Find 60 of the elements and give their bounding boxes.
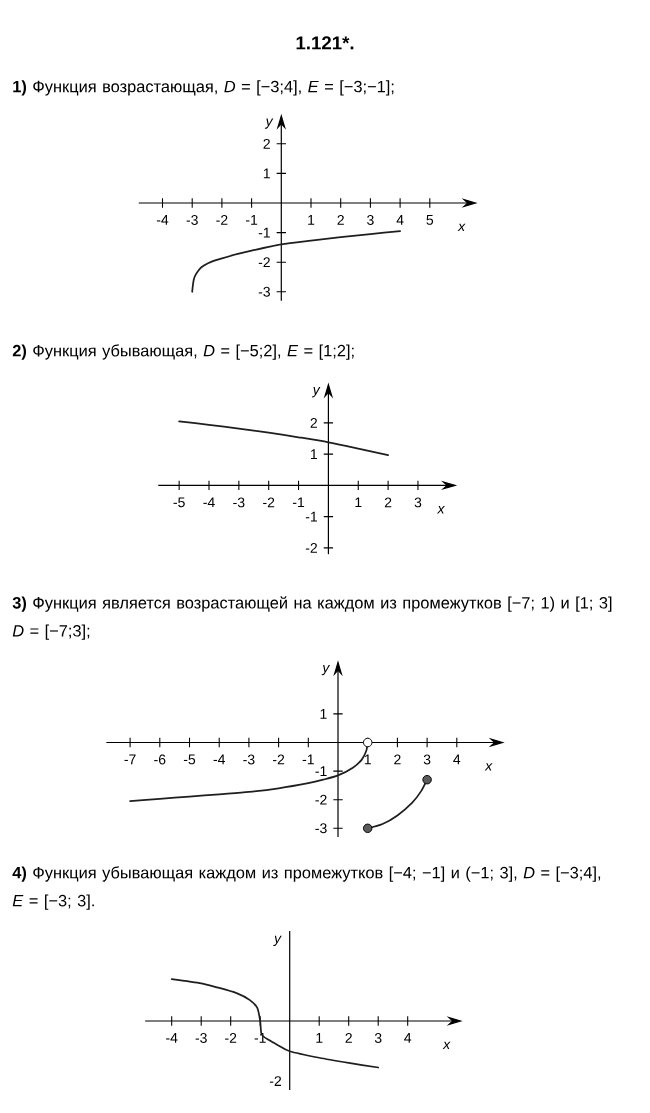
x-tick-label: -3 bbox=[233, 497, 245, 508]
y-tick-label: -2 bbox=[258, 257, 270, 268]
x-tick-label: 1 bbox=[364, 754, 371, 765]
x-tick-label: -4 bbox=[213, 754, 225, 765]
x-tick-label: -5 bbox=[173, 497, 185, 508]
y-tick-label: -1 bbox=[258, 227, 270, 238]
y-axis-title: y bbox=[321, 664, 331, 676]
y-tick-label: 2 bbox=[310, 418, 317, 428]
x-tick-label: 2 bbox=[345, 1033, 352, 1043]
y-axis-title: y bbox=[273, 935, 282, 946]
x-tick-label: -1 bbox=[246, 215, 258, 225]
x-tick-label: -3 bbox=[243, 754, 255, 765]
point bbox=[362, 737, 373, 748]
x-tick-label: -2 bbox=[273, 754, 285, 765]
x-axis-title: x bbox=[457, 223, 466, 232]
x-tick-label: 2 bbox=[384, 497, 392, 508]
x-tick-label: 3 bbox=[423, 754, 431, 765]
x-tick-label: 1 bbox=[355, 497, 362, 508]
y-tick-label: 1 bbox=[310, 449, 317, 459]
y-axis-title: y bbox=[264, 118, 274, 129]
y-axis-title: y bbox=[311, 387, 321, 398]
x-tick-label: 3 bbox=[374, 1033, 382, 1043]
point bbox=[422, 774, 432, 785]
x-tick-label: 5 bbox=[426, 215, 434, 225]
y-tick-label: -2 bbox=[305, 543, 317, 553]
x-tick-label: -6 bbox=[154, 754, 166, 765]
y-tick-label: 1 bbox=[263, 168, 270, 179]
x-tick-label: -2 bbox=[216, 215, 228, 225]
point bbox=[362, 823, 373, 834]
y-tick-label: -2 bbox=[315, 794, 327, 805]
chart-title: 4) Функция убывающая каждом из промежутков [−4; −1] и (−1; 3], D = [−3;4], E = [−3; 3]. bbox=[12, 866, 601, 910]
y-tick-label: 2 bbox=[263, 138, 270, 149]
x-tick-label: -1 bbox=[292, 497, 305, 508]
y-tick-label: -3 bbox=[315, 823, 327, 834]
x-tick-label: 3 bbox=[414, 497, 422, 508]
x-tick-label: -3 bbox=[195, 1033, 207, 1043]
chart-title: 1.121*. bbox=[296, 36, 354, 50]
chart-title: 2) Функция убывающая, D = [−5;2], E = [1;2]; bbox=[12, 344, 354, 360]
x-tick-label: -4 bbox=[156, 215, 169, 225]
x-tick-label: -5 bbox=[183, 754, 196, 765]
x-tick-label: -2 bbox=[225, 1033, 237, 1043]
x-tick-label: 4 bbox=[404, 1033, 412, 1043]
x-axis-title: x bbox=[436, 506, 445, 514]
x-tick-label: -4 bbox=[166, 1033, 178, 1043]
x-axis-title: x bbox=[484, 763, 493, 771]
x-axis-title: x bbox=[442, 1041, 451, 1050]
y-tick-label: -1 bbox=[305, 511, 317, 522]
x-tick-label: 2 bbox=[337, 215, 344, 225]
x-tick-label: 4 bbox=[396, 215, 404, 225]
y-tick-label: -1 bbox=[315, 766, 327, 776]
y-tick-label: 1 bbox=[320, 709, 327, 719]
x-tick-label: -4 bbox=[203, 497, 215, 508]
x-tick-label: -7 bbox=[124, 754, 136, 765]
x-tick-label: -3 bbox=[186, 215, 198, 225]
y-tick-label: -3 bbox=[258, 286, 270, 297]
chart-title: 3) Функция является возрастающей на каждом из промежутков [−7; 1) и [1; 3] D = [−7;3]; bbox=[12, 596, 612, 640]
chart-subtitle: 1) Функция возрастающая, D = [−3;4], E = [−3;−1]; bbox=[13, 80, 394, 96]
x-tick-label: 2 bbox=[394, 754, 401, 765]
x-tick-label: 3 bbox=[367, 215, 374, 225]
x-tick-label: 4 bbox=[453, 754, 461, 765]
